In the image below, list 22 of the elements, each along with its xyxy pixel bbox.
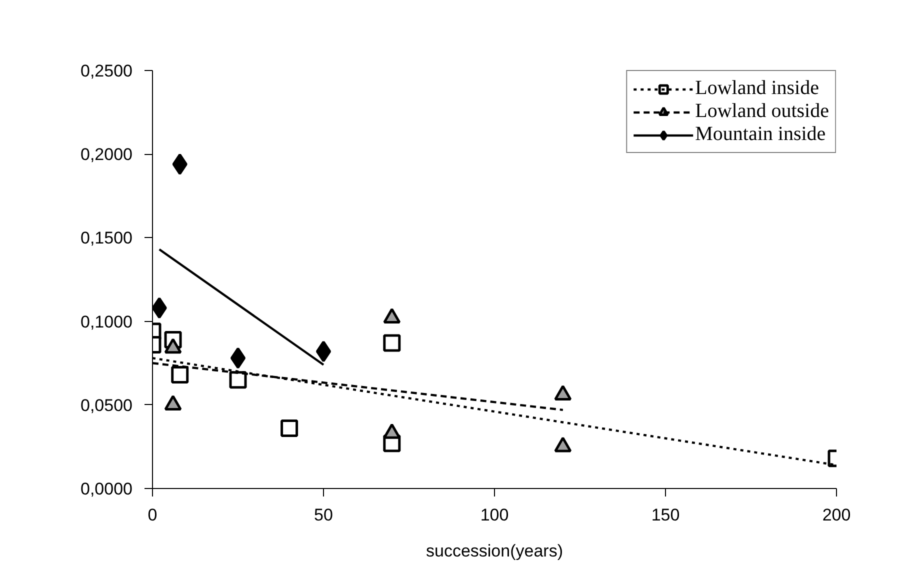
x-tick-label: 0: [148, 506, 158, 524]
y-tick-label: 0,2500: [80, 62, 133, 80]
legend-label: Lowland inside: [695, 77, 819, 100]
x-tick-label: 200: [822, 506, 851, 524]
y-tick-label: 0,1000: [80, 312, 133, 332]
x-tick-label: 50: [314, 506, 333, 524]
y-tick-label: 0,0500: [80, 396, 133, 415]
point: [316, 340, 332, 362]
y-tick-label: 0,0000: [80, 480, 133, 498]
legend-label: Mountain inside: [695, 123, 826, 146]
x-axis-title: succession(years): [426, 542, 564, 560]
y-tick-label: 0,2000: [80, 145, 133, 164]
point: [230, 347, 246, 369]
point: [229, 371, 247, 389]
legend-label: Lowland outside: [695, 100, 829, 123]
point: [172, 153, 188, 175]
point: [280, 420, 298, 438]
point: [171, 366, 189, 384]
x-tick-label: 150: [651, 506, 680, 524]
y-tick-label: 0,1500: [80, 228, 133, 248]
x-tick-label: 100: [480, 506, 509, 524]
point: [383, 334, 401, 352]
